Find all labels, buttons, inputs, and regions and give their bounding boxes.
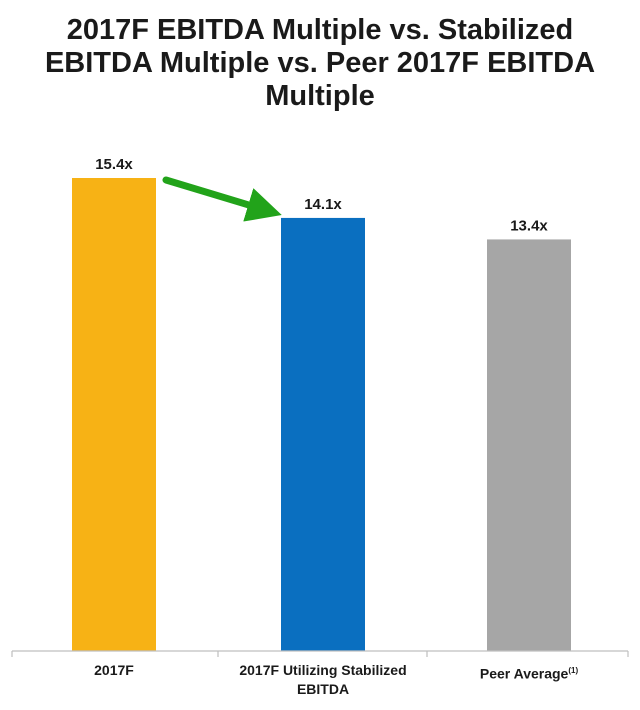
chart-title-line-3: Multiple: [265, 80, 375, 112]
category-label-2-line-2: EBITDA: [296, 681, 350, 697]
value-label-3: 13.4x: [510, 217, 548, 234]
chart-title-line-1: 2017F EBITDA Multiple vs. Stabilized: [66, 14, 574, 46]
footnote-marker: (1): [568, 666, 579, 675]
bar-3: [487, 239, 571, 651]
category-label-1-line-1: 2017F: [94, 662, 134, 678]
category-label-2: 2017F Utilizing Stabilized EBITDA: [228, 661, 418, 699]
bars-group: [72, 178, 571, 651]
category-label-1: 2017F: [19, 661, 209, 680]
bar-1: [72, 178, 156, 651]
category-label-2-line-1: 2017F Utilizing Stabilized: [239, 662, 407, 678]
chart-title: 2017F EBITDA Multiple vs. Stabilized EBI…: [20, 14, 620, 113]
value-label-2: 14.1x: [304, 196, 342, 213]
chart-title-line-2: EBITDA Multiple vs. Peer 2017F EBITDA: [44, 47, 596, 79]
category-label-3: Peer Average(1): [434, 661, 624, 684]
x-axis-ticks: [11, 651, 629, 657]
value-label-1: 15.4x: [95, 156, 133, 173]
category-label-3-line-1: Peer Average(1): [479, 665, 579, 682]
green-arrow: [162, 176, 282, 222]
value-labels-group: 15.4x 14.1x 13.4x: [95, 156, 548, 234]
bar-2: [281, 217, 365, 651]
